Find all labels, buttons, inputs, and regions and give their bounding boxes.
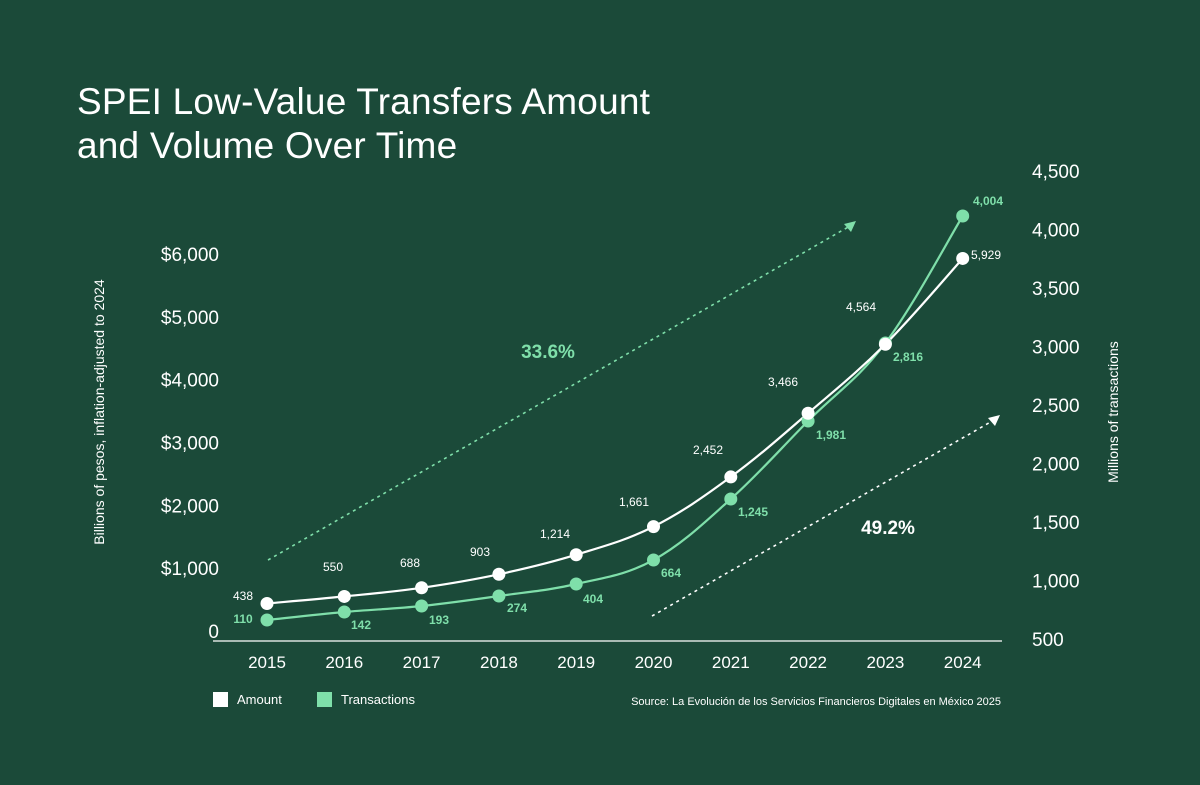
x-tick-label: 2015 xyxy=(248,653,286,672)
data-label-amount: 2,452 xyxy=(693,443,723,457)
data-label-amount: 4,564 xyxy=(846,300,876,314)
y-left-tick-label: $2,000 xyxy=(161,496,219,517)
data-point-amount xyxy=(569,548,583,562)
x-tick-label: 2021 xyxy=(712,653,750,672)
data-label-transactions: 404 xyxy=(583,592,603,606)
chart-title-line-1: SPEI Low-Value Transfers Amount xyxy=(77,81,651,122)
data-label-transactions: 2,816 xyxy=(893,350,923,364)
chart-title-line-2: and Volume Over Time xyxy=(77,125,458,166)
y-right-tick-label: 4,000 xyxy=(1032,221,1080,242)
y-right-tick-label: 500 xyxy=(1032,630,1064,651)
data-label-amount: 3,466 xyxy=(768,375,798,389)
x-tick-label: 2017 xyxy=(403,653,441,672)
y-axis-left-title: Billions of pesos, inflation-adjusted to… xyxy=(91,279,107,545)
source-note: Source: La Evolución de los Servicios Fi… xyxy=(631,696,1001,708)
x-tick-label: 2019 xyxy=(557,653,595,672)
data-label-amount: 550 xyxy=(323,560,343,574)
data-point-transactions xyxy=(260,613,274,627)
data-point-transactions xyxy=(647,553,660,567)
growth-annotation-transactions: 33.6% xyxy=(521,342,575,363)
data-point-amount xyxy=(801,406,815,420)
data-label-amount: 1,661 xyxy=(619,495,649,509)
data-label-transactions: 664 xyxy=(661,566,681,580)
y-left-tick-label: $5,000 xyxy=(161,308,219,329)
data-point-amount xyxy=(260,596,274,610)
legend: Amount Transactions xyxy=(213,692,415,707)
data-label-transactions: 1,981 xyxy=(816,428,846,442)
data-label-transactions: 274 xyxy=(507,601,527,615)
x-tick-label: 2023 xyxy=(866,653,904,672)
y-right-tick-label: 2,000 xyxy=(1032,455,1080,476)
y-axis-right-title: Millions of transactions xyxy=(1105,341,1121,483)
chart-title: SPEI Low-Value Transfers Amount and Volu… xyxy=(77,80,777,168)
x-tick-label: 2020 xyxy=(635,653,673,672)
trend-arrow-amount-head xyxy=(988,415,1000,426)
data-point-amount xyxy=(724,470,738,484)
y-right-tick-label: 3,500 xyxy=(1032,279,1080,300)
data-label-amount: 1,214 xyxy=(540,527,570,541)
data-point-transactions xyxy=(569,577,583,591)
legend-label-transactions: Transactions xyxy=(341,692,415,707)
legend-label-amount: Amount xyxy=(237,692,282,707)
data-point-amount xyxy=(878,337,892,351)
y-right-tick-label: 1,500 xyxy=(1032,513,1080,534)
series-line-transactions xyxy=(266,215,964,622)
x-tick-label: 2018 xyxy=(480,653,518,672)
y-right-tick-label: 3,000 xyxy=(1032,338,1080,359)
data-label-transactions: 193 xyxy=(429,613,449,627)
y-left-tick-label: 0 xyxy=(208,622,219,643)
y-left-tick-label: $4,000 xyxy=(161,371,219,392)
y-right-tick-label: 1,000 xyxy=(1032,572,1080,593)
data-label-transactions: 110 xyxy=(233,612,253,626)
data-point-transactions xyxy=(492,589,506,603)
data-point-amount xyxy=(956,251,970,265)
data-label-amount: 438 xyxy=(233,589,253,603)
data-label-amount: 688 xyxy=(400,556,420,570)
series-line-amount xyxy=(266,257,964,605)
data-point-transactions xyxy=(337,605,351,619)
y-left-tick-label: $6,000 xyxy=(161,245,219,266)
y-left-tick-label: $3,000 xyxy=(161,434,219,455)
y-right-tick-label: 4,500 xyxy=(1032,162,1080,183)
y-right-tick-label: 2,500 xyxy=(1032,396,1080,417)
data-point-transactions xyxy=(415,599,429,613)
x-tick-label: 2024 xyxy=(944,653,982,672)
legend-swatch-transactions xyxy=(317,692,332,707)
data-label-transactions: 1,245 xyxy=(738,505,768,519)
data-label-amount: 903 xyxy=(470,545,490,559)
data-point-amount xyxy=(492,567,506,581)
data-point-transactions xyxy=(956,209,970,223)
legend-swatch-amount xyxy=(213,692,228,707)
data-label-transactions: 4,004 xyxy=(973,194,1003,208)
x-tick-label: 2016 xyxy=(325,653,363,672)
data-point-amount xyxy=(647,520,660,534)
data-label-transactions: 142 xyxy=(351,618,371,632)
y-left-tick-label: $1,000 xyxy=(161,559,219,580)
data-point-amount xyxy=(337,589,351,603)
x-tick-label: 2022 xyxy=(789,653,827,672)
trend-arrow-transactions-head xyxy=(844,221,856,232)
data-point-amount xyxy=(415,581,429,595)
data-label-amount: 5,929 xyxy=(971,248,1001,262)
data-point-transactions xyxy=(724,492,738,506)
trend-arrow-amount xyxy=(651,419,995,617)
growth-annotation-amount: 49.2% xyxy=(861,518,915,539)
